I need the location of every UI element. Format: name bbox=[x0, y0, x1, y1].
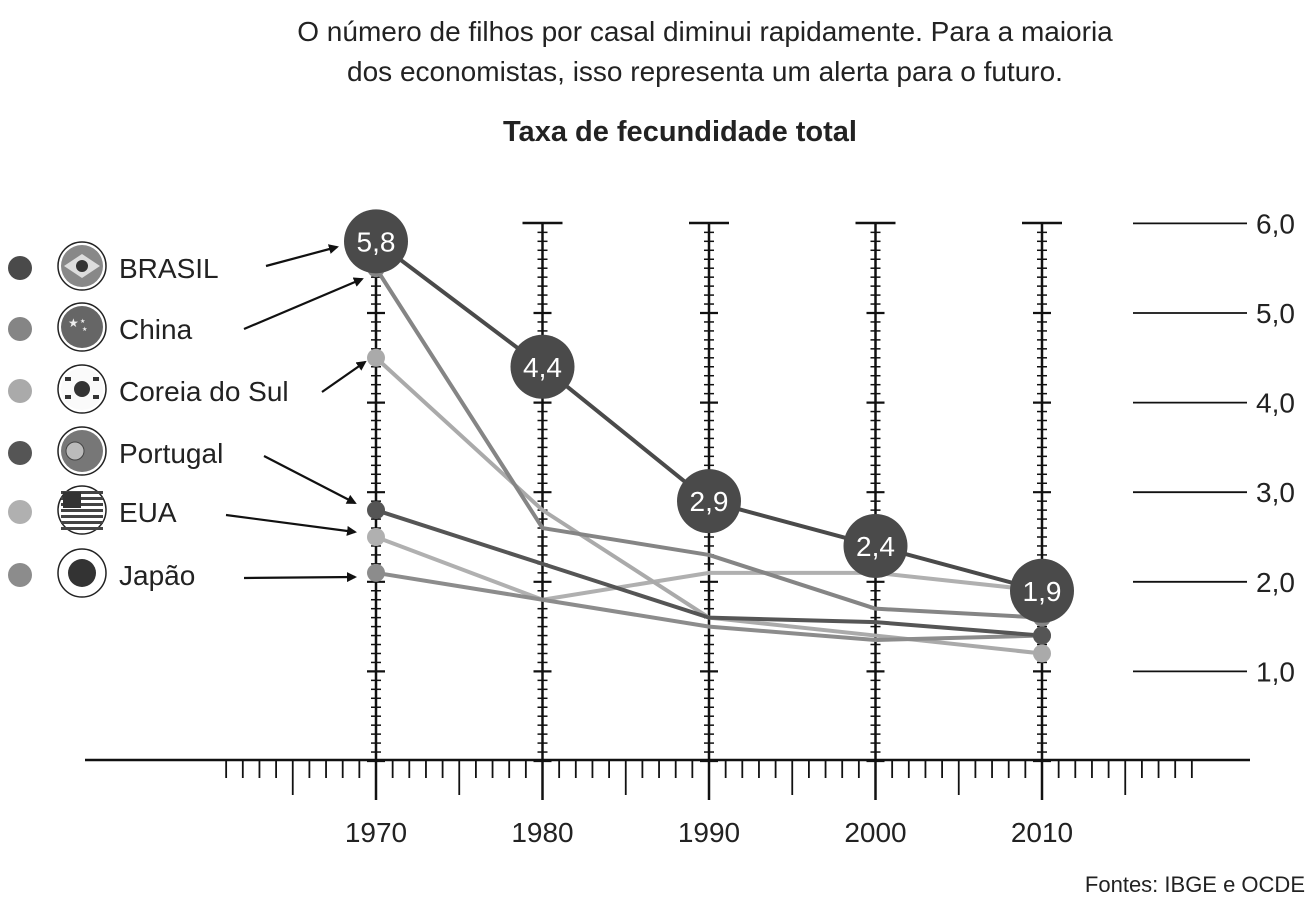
y-tick-label: 6,0 bbox=[1256, 208, 1295, 239]
x-tick-label: 2000 bbox=[844, 817, 906, 848]
data-label: 2,4 bbox=[856, 531, 895, 562]
usa-flag-icon bbox=[57, 485, 107, 535]
y-tick-label: 3,0 bbox=[1256, 477, 1295, 508]
legend-arrow bbox=[265, 244, 339, 268]
intro-line-2: dos economistas, isso representa um aler… bbox=[347, 56, 1063, 87]
x-tick-label: 2010 bbox=[1011, 817, 1073, 848]
series-line-portugal bbox=[375, 508, 1043, 638]
y-tick-label: 4,0 bbox=[1256, 388, 1295, 419]
data-point bbox=[1033, 644, 1051, 663]
x-tick-label: 1990 bbox=[678, 817, 740, 848]
legend-arrow bbox=[263, 455, 357, 504]
legend-arrow bbox=[321, 360, 367, 393]
source-note: Fontes: IBGE e OCDE bbox=[1084, 872, 1305, 897]
svg-text:★: ★ bbox=[82, 326, 87, 333]
japan-flag-icon bbox=[57, 548, 107, 598]
legend-label: China bbox=[119, 314, 193, 345]
data-point bbox=[367, 528, 385, 546]
intro-text: O número de filhos por casal diminui rap… bbox=[150, 12, 1260, 92]
legend-arrow bbox=[225, 513, 357, 536]
series-line-china bbox=[374, 267, 1043, 620]
legend-arrow bbox=[243, 572, 357, 583]
intro-line-1: O número de filhos por casal diminui rap… bbox=[297, 16, 1113, 47]
china-flag-icon: ★ ★★ bbox=[57, 302, 107, 352]
legend-arrow bbox=[243, 277, 364, 331]
legend-label: BRASIL bbox=[119, 253, 219, 284]
value-bubble bbox=[344, 209, 408, 274]
value-bubble bbox=[510, 334, 575, 399]
legend-label: EUA bbox=[119, 497, 177, 528]
legend-marker bbox=[8, 256, 32, 280]
data-label: 1,9 bbox=[1023, 576, 1062, 607]
svg-text:★: ★ bbox=[68, 316, 79, 330]
y-tick-label: 2,0 bbox=[1256, 567, 1295, 598]
data-label: 5,8 bbox=[357, 226, 396, 257]
value-bubble bbox=[677, 469, 741, 534]
data-label: 4,4 bbox=[523, 352, 562, 383]
x-tick-label: 1980 bbox=[511, 817, 573, 848]
data-point bbox=[367, 348, 385, 367]
svg-text:★: ★ bbox=[80, 318, 85, 325]
series-line-eua bbox=[375, 535, 1043, 602]
legend-label: Portugal bbox=[119, 438, 223, 469]
series-line-japão bbox=[375, 570, 1043, 643]
chart-title: Taxa de fecundidade total bbox=[503, 116, 857, 148]
y-tick-label: 5,0 bbox=[1256, 298, 1295, 329]
portugal-flag-icon bbox=[57, 426, 107, 476]
legend-marker bbox=[8, 500, 32, 524]
legend-marker bbox=[8, 441, 32, 465]
y-tick-label: 1,0 bbox=[1256, 656, 1295, 687]
brazil-flag-icon bbox=[57, 241, 107, 291]
data-point bbox=[367, 563, 385, 582]
value-bubble bbox=[1010, 558, 1074, 623]
value-bubble bbox=[843, 513, 908, 578]
south-korea-flag-icon bbox=[57, 364, 107, 414]
legend-label: Coreia do Sul bbox=[119, 376, 289, 407]
legend-marker bbox=[8, 563, 32, 587]
data-point bbox=[367, 501, 385, 520]
legend-label: Japão bbox=[119, 560, 195, 591]
x-tick-label: 1970 bbox=[345, 817, 407, 848]
data-label: 2,9 bbox=[690, 486, 729, 517]
legend-marker bbox=[8, 379, 32, 403]
legend-marker bbox=[8, 317, 32, 341]
data-point bbox=[1033, 626, 1051, 645]
